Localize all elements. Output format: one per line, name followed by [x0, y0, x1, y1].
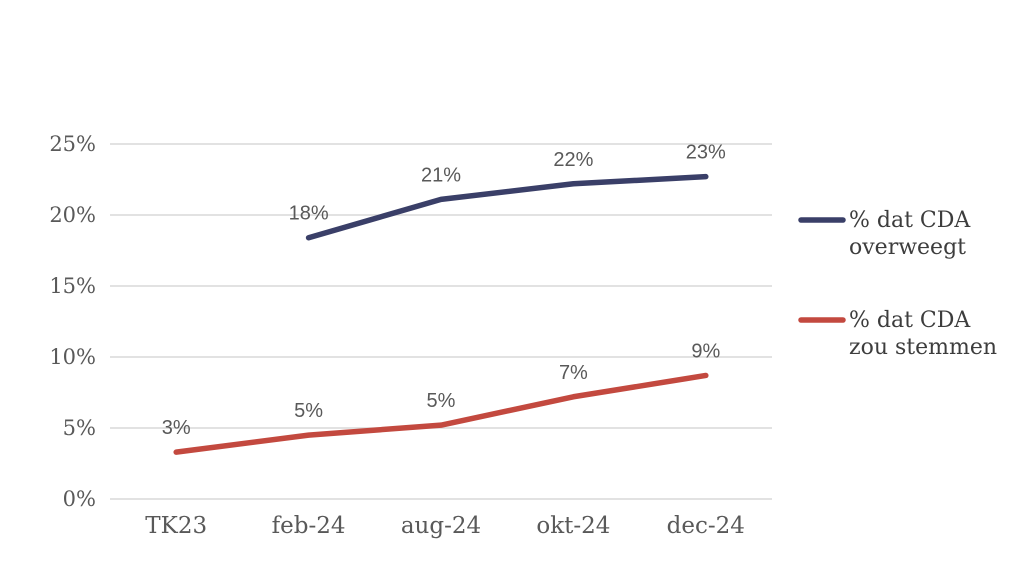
data-label: 21%: [421, 164, 461, 186]
legend-swatch-line-1: [798, 317, 846, 323]
data-label: 3%: [162, 417, 191, 439]
legend-label-overweegt: % dat CDA overweegt: [849, 208, 971, 260]
data-label: 9%: [691, 340, 720, 362]
x-tick-label: feb-24: [272, 513, 346, 539]
y-axis-labels-group: 0% 5% 10% 15% 20% 25%: [49, 132, 96, 511]
x-tick-label: TK23: [145, 513, 207, 539]
data-label: 7%: [559, 362, 588, 384]
y-tick-label: 5%: [63, 416, 96, 440]
data-label: 23%: [686, 142, 726, 164]
y-tick-label: 15%: [49, 274, 96, 298]
legend-swatch-line-0: [798, 217, 846, 223]
legend-entry-zou-stemmen: % dat CDA zou stemmen: [797, 307, 1009, 361]
series-line-0: [305, 173, 709, 241]
legend-entry-overweegt: % dat CDA overweegt: [797, 207, 1009, 261]
x-tick-label: dec-24: [667, 513, 745, 539]
data-labels-group: 18% 21% 22% 23% 3% 5% 5% 7% 9%: [162, 142, 726, 439]
y-tick-label: 0%: [63, 487, 96, 511]
y-tick-label: 20%: [49, 203, 96, 227]
x-tick-label: aug-24: [401, 513, 481, 539]
legend-label-zou-stemmen: % dat CDA zou stemmen: [849, 308, 998, 360]
series-line-1: [173, 372, 709, 455]
x-tick-label: okt-24: [536, 513, 610, 539]
data-label: 18%: [289, 203, 329, 225]
y-tick-label: 25%: [49, 132, 96, 156]
y-tick-label: 10%: [49, 345, 96, 369]
data-label: 22%: [553, 149, 593, 171]
data-label: 5%: [427, 390, 456, 412]
data-label: 5%: [294, 400, 323, 422]
gridlines-group: [110, 143, 772, 500]
x-axis-labels-group: TK23 feb-24 aug-24 okt-24 dec-24: [145, 513, 745, 539]
series-lines-group: [173, 173, 709, 455]
